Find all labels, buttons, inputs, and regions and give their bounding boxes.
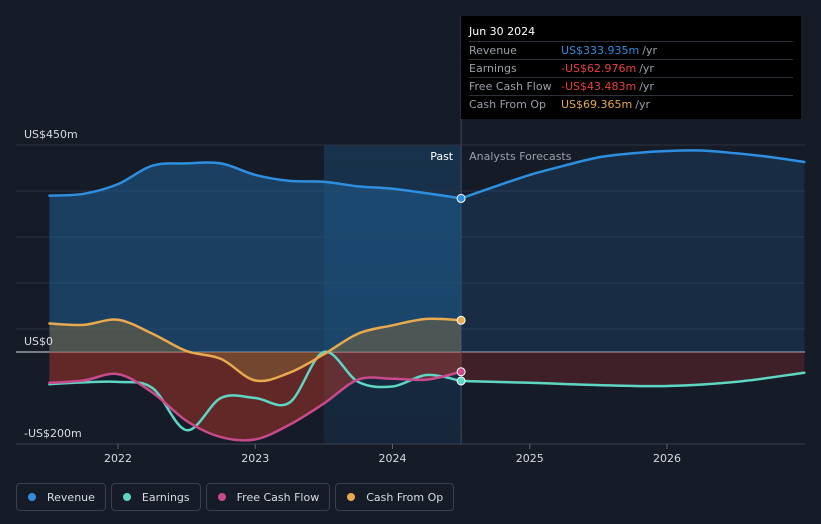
y-tick-label: US$450m — [24, 128, 78, 141]
legend-label: Earnings — [141, 490, 190, 504]
revenue-line — [48, 161, 463, 200]
tooltip-unit: /yr — [635, 98, 650, 111]
tooltip-value: -US$43.483m — [561, 80, 637, 93]
legend-item-free-cash-flow[interactable]: Free Cash Flow — [205, 483, 331, 511]
legend-dot-icon — [217, 493, 226, 501]
tooltip-unit: /yr — [642, 44, 657, 57]
tooltip-label: Free Cash Flow — [469, 80, 552, 93]
earnings-line — [48, 350, 463, 432]
tooltip-value: US$69.365m — [561, 98, 633, 111]
legend-item-earnings[interactable]: Earnings — [110, 483, 201, 511]
highlight-point-earnings — [456, 376, 466, 386]
tooltip-row-cash-from-op: Cash From Op US$69.365m /yr — [469, 96, 793, 113]
legend-label: Free Cash Flow — [236, 490, 320, 504]
past-label: Past — [430, 150, 454, 163]
x-tick-label: 2022 — [104, 452, 132, 465]
tooltip-label: Earnings — [469, 62, 517, 75]
cash-from-op-line — [48, 317, 463, 383]
y-tick-label: US$0 — [24, 335, 53, 348]
earnings-forecast-area — [461, 352, 805, 387]
x-tick-label: 2023 — [241, 452, 269, 465]
tooltip-label: Cash From Op — [469, 98, 547, 111]
legend-label: Revenue — [47, 490, 95, 504]
tooltip-label: Revenue — [469, 44, 517, 57]
data-tooltip: Jun 30 2024 Revenue US$333.935m /yr Earn… — [461, 16, 801, 119]
tooltip-row-revenue: Revenue US$333.935m /yr — [469, 42, 793, 60]
negative-cashflow-area — [49, 352, 462, 441]
legend-dot-icon — [347, 493, 356, 501]
x-tick-label: 2024 — [379, 452, 407, 465]
chart-legend: Revenue Earnings Free Cash Flow Cash Fro… — [16, 483, 455, 511]
legend-dot-icon — [28, 493, 36, 501]
highlight-point-cash-from-op — [456, 315, 466, 325]
y-tick-label: -US$200m — [24, 427, 82, 440]
tooltip-value: US$333.935m — [561, 44, 640, 57]
legend-item-cash-from-op[interactable]: Cash From Op — [335, 483, 455, 511]
revenue-forecast-area — [461, 150, 805, 352]
forecast-label: Analysts Forecasts — [469, 150, 572, 163]
tooltip-value: -US$62.976m — [561, 62, 637, 75]
legend-label: Cash From Op — [366, 490, 444, 504]
legend-dot-icon — [122, 493, 131, 501]
free-cash-flow-line — [48, 370, 463, 442]
tooltip-date: Jun 30 2024 — [469, 24, 793, 42]
earnings-forecast-line — [459, 371, 806, 388]
revenue-forecast-line — [459, 149, 806, 200]
legend-item-revenue[interactable]: Revenue — [16, 483, 106, 511]
revenue-area — [49, 162, 462, 352]
x-tick-label: 2026 — [653, 452, 681, 465]
tooltip-row-free-cash-flow: Free Cash Flow -US$43.483m /yr — [469, 78, 793, 96]
tooltip-unit: /yr — [639, 80, 654, 93]
tooltip-unit: /yr — [639, 62, 654, 75]
highlight-point-revenue — [456, 193, 466, 203]
x-tick-label: 2025 — [516, 452, 544, 465]
tooltip-row-earnings: Earnings -US$62.976m /yr — [469, 60, 793, 78]
highlight-point-free-cash-flow — [456, 367, 466, 377]
